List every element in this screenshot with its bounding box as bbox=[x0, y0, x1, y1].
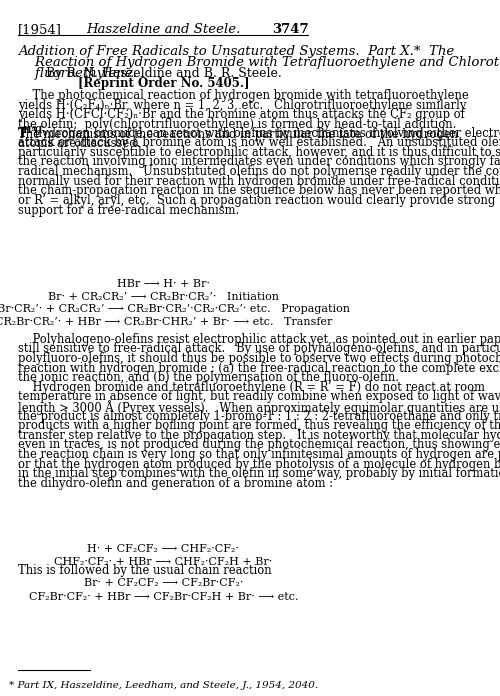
Text: Reaction of Hydrogen Bromide with Tetrafluoroethylene and Chlorotri-: Reaction of Hydrogen Bromide with Tetraf… bbox=[18, 56, 500, 69]
Text: yields H·(CFCl·CF₂)ₙ·Br and the bromine atom thus attacks the CF₂ group of: yields H·(CFCl·CF₂)ₙ·Br and the bromine … bbox=[18, 109, 465, 121]
Text: length > 3000 Å (Pyrex vessels).   When approximately equimolar quantities are u: length > 3000 Å (Pyrex vessels). When ap… bbox=[18, 400, 500, 415]
Text: in the initial step combines with the olefin in some way, probably by initial fo: in the initial step combines with the ol… bbox=[18, 467, 500, 480]
Text: 3747: 3747 bbox=[272, 23, 308, 36]
Text: even in traces, is not produced during the photochemical reaction, thus showing : even in traces, is not produced during t… bbox=[18, 438, 500, 451]
Text: attack or attack by a bromine atom is now well established.   An unsubstituted o: attack or attack by a bromine atom is no… bbox=[18, 136, 500, 149]
Text: fluoroethylene.: fluoroethylene. bbox=[18, 67, 138, 80]
Text: CR₂Br·CR₂’· + CR₂CR₂’ ⟶ CR₂Br·CR₂’·CR₂·CR₂’· etc.   Propagation: CR₂Br·CR₂’· + CR₂CR₂’ ⟶ CR₂Br·CR₂’·CR₂·C… bbox=[0, 304, 350, 314]
Text: CR₂Br·CR₂’· + HBr ⟶ CR₂Br·CHR₂’ + Br· ⟶ etc.   Transfer: CR₂Br·CR₂’· + HBr ⟶ CR₂Br·CHR₂’ + Br· ⟶ … bbox=[0, 317, 332, 326]
Text: the ionic reaction, and (b) the polymerisation of the fluoro-olefin.: the ionic reaction, and (b) the polymeri… bbox=[18, 371, 400, 384]
Text: or that the hydrogen atom produced by the photolysis of a molecule of hydrogen b: or that the hydrogen atom produced by th… bbox=[18, 457, 500, 470]
Text: * Part IX, Haszeldine, Leedham, and Steele, J., 1954, 2040.: * Part IX, Haszeldine, Leedham, and Stee… bbox=[9, 681, 318, 690]
Text: HBr ⟶ H· + Br·: HBr ⟶ H· + Br· bbox=[117, 279, 210, 289]
Text: HAT: HAT bbox=[22, 126, 44, 135]
Text: particularly susceptible to electrophilic attack, however, and it is thus diffic: particularly susceptible to electrophili… bbox=[18, 146, 500, 159]
Text: Hydrogen bromide and tetrafluoroethylene (R = R’ = F) do not react at room: Hydrogen bromide and tetrafluoroethylene… bbox=[18, 381, 485, 394]
Text: temperature in absence of light, but readily combine when exposed to light of wa: temperature in absence of light, but rea… bbox=[18, 390, 500, 403]
Text: H· + CF₂CF₂ ⟶ CHF₂·CF₂·: H· + CF₂CF₂ ⟶ CHF₂·CF₂· bbox=[88, 544, 240, 554]
Text: reaction with hydrogen bromide : (a) the free-radical reaction to the complete e: reaction with hydrogen bromide : (a) the… bbox=[18, 361, 500, 374]
Text: still sensitive to free-radical attack.   By use of polyhalogeno-olefins, and in: still sensitive to free-radical attack. … bbox=[18, 342, 500, 355]
Text: normally used for their reaction with hydrogen bromide under free-radical condit: normally used for their reaction with hy… bbox=[18, 175, 500, 188]
Text: [1954]: [1954] bbox=[18, 23, 62, 36]
Text: T: T bbox=[18, 127, 28, 140]
Text: yields H·(C₂F₄)ₙ·Br, where n = 1, 2, 3, etc.   Chlorotrifluoroethylene similarly: yields H·(C₂F₄)ₙ·Br, where n = 1, 2, 3, … bbox=[18, 99, 466, 111]
Text: polyfluoro-olefins, it should thus be possible to observe two effects during pho: polyfluoro-olefins, it should thus be po… bbox=[18, 352, 500, 365]
Text: support for a free-radical mechanism.: support for a free-radical mechanism. bbox=[18, 203, 240, 216]
Text: Br· + CF₂CF₂ ⟶ CF₂Br·CF₂·: Br· + CF₂CF₂ ⟶ CF₂Br·CF₂· bbox=[84, 578, 243, 588]
Text: CF₂Br·CF₂· + HBr ⟶ CF₂Br·CF₂H + Br· ⟶ etc.: CF₂Br·CF₂· + HBr ⟶ CF₂Br·CF₂H + Br· ⟶ et… bbox=[28, 592, 298, 601]
Text: the reaction chain is very long so that only infinitesimal amounts of hydrogen a: the reaction chain is very long so that … bbox=[18, 448, 500, 461]
Text: CHF₂·CF₂· + HBr ⟶ CHF₂·CF₂H + Br·: CHF₂·CF₂· + HBr ⟶ CHF₂·CF₂H + Br· bbox=[54, 557, 272, 567]
Text: the reaction involving ionic intermediates even under conditions which strongly : the reaction involving ionic intermediat… bbox=[18, 155, 500, 168]
Text: hydrogen bromide can react with olefins by mechanisms involving either electroph: hydrogen bromide can react with olefins … bbox=[31, 127, 500, 140]
Text: The mechanisms of the reactions and in particular the fate of the hydrogen: The mechanisms of the reactions and in p… bbox=[18, 127, 458, 141]
Text: the product is almost completely 1-bromo-1 : 1 : 2 : 2-tetrafluoroethane and onl: the product is almost completely 1-bromo… bbox=[18, 409, 500, 422]
Text: Polyhalogeno-olefins resist electrophilic attack yet, as pointed out in earlier : Polyhalogeno-olefins resist electrophili… bbox=[18, 333, 500, 346]
Text: or R’ = alkyl, aryl, etc.  Such a propagation reaction would clearly provide str: or R’ = alkyl, aryl, etc. Such a propaga… bbox=[18, 194, 496, 207]
Text: Addition of Free Radicals to Unsaturated Systems.  Part X.*  The: Addition of Free Radicals to Unsaturated… bbox=[18, 45, 454, 58]
Text: This is followed by the usual chain reaction: This is followed by the usual chain reac… bbox=[18, 564, 272, 578]
Text: [Reprint Order No. 5405.]: [Reprint Order No. 5405.] bbox=[78, 77, 249, 90]
Text: atoms are discussed.: atoms are discussed. bbox=[18, 137, 141, 150]
Text: products with a higher boiling point are formed, thus revealing the efficiency o: products with a higher boiling point are… bbox=[18, 419, 500, 432]
Text: Br· + CR₂CR₂’ ⟶ CR₂Br·CR₂’·   Initiation: Br· + CR₂CR₂’ ⟶ CR₂Br·CR₂’· Initiation bbox=[48, 292, 279, 301]
Text: The photochemical reaction of hydrogen bromide with tetrafluoroethylene: The photochemical reaction of hydrogen b… bbox=[18, 89, 469, 102]
Text: Haszeldine and Steele.: Haszeldine and Steele. bbox=[86, 23, 240, 36]
Text: the olefin;  poly(chlorotrifluoroethylene) is formed by head-to-tail addition.: the olefin; poly(chlorotrifluoroethylene… bbox=[18, 118, 456, 131]
Text: the dihydro-olefin and generation of a bromine atom :: the dihydro-olefin and generation of a b… bbox=[18, 477, 334, 490]
Text: By R. N. Haszeldine and B. R. Steele.: By R. N. Haszeldine and B. R. Steele. bbox=[46, 67, 282, 80]
Text: transfer step relative to the propagation step.   It is noteworthy that molecula: transfer step relative to the propagatio… bbox=[18, 429, 500, 442]
Text: radical mechanism.   Unsubstituted olefins do not polymerise readily under the c: radical mechanism. Unsubstituted olefins… bbox=[18, 165, 500, 178]
Text: the chain-propagation reaction in the sequence below has never been reported whe: the chain-propagation reaction in the se… bbox=[18, 184, 500, 197]
